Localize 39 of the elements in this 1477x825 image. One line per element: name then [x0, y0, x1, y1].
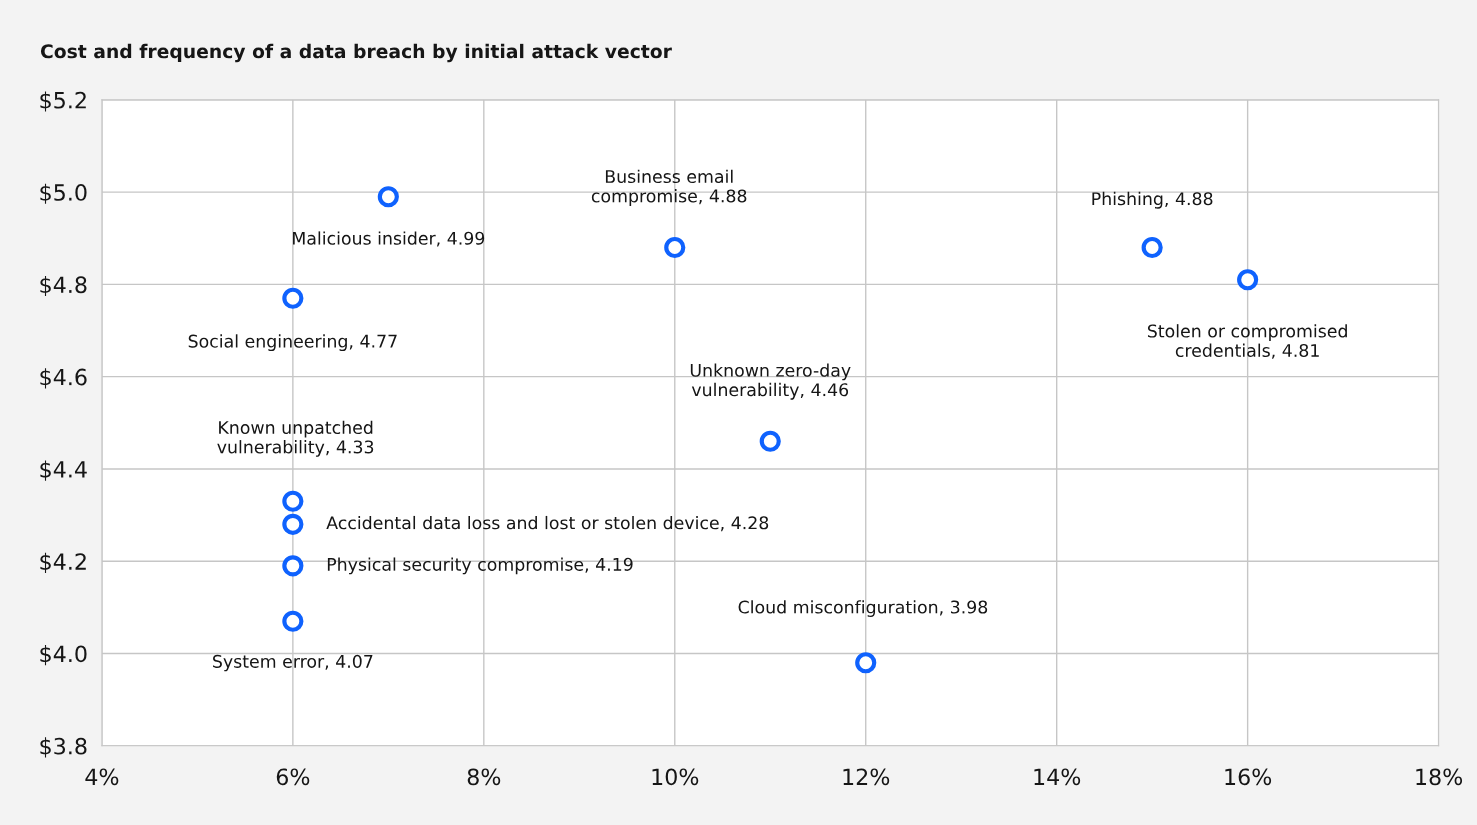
y-tick-label: $4.0 — [40, 645, 87, 666]
annotation: Malicious insider, 4.99 — [293, 231, 485, 247]
x-tick-label: 18% — [1416, 768, 1463, 786]
annotation: Accidental data loss and lost or stolen device, 4.28 — [326, 515, 769, 532]
annotation: Known unpatched vulnerability, 4.33 — [217, 420, 374, 457]
point — [855, 652, 877, 674]
annotation: Phishing, 4.88 — [1092, 191, 1213, 209]
x-tick-label: 14% — [1034, 768, 1081, 786]
annotation: Unknown zero-day vulnerability, 4.46 — [690, 363, 851, 400]
x-tick-label: 6% — [276, 768, 310, 786]
y-tick-label: $5.0 — [40, 183, 87, 204]
point — [759, 430, 781, 452]
x-tick-label: 8% — [467, 768, 501, 786]
x-tick-label: 16% — [1225, 768, 1272, 786]
y-tick-label: $4.8 — [40, 275, 87, 297]
annotation: Business email compromise, 4.88 — [591, 169, 747, 206]
y-tick-label: $4.4 — [40, 460, 87, 481]
point — [282, 490, 304, 512]
point — [282, 287, 304, 309]
annotation: Social engineering, 4.77 — [188, 334, 397, 352]
point — [282, 513, 304, 535]
x-tick-label: 4% — [85, 768, 119, 786]
annotation: Physical security compromise, 4.19 — [327, 557, 633, 575]
annotation: System error, 4.07 — [213, 654, 373, 672]
point — [664, 236, 686, 259]
point — [1237, 269, 1259, 291]
point — [282, 555, 304, 577]
y-tick-label: $3.8 — [40, 737, 87, 758]
point — [377, 186, 399, 208]
point — [1141, 236, 1163, 259]
annotation: Stolen or compromised credentials, 4.81 — [1147, 324, 1347, 359]
x-tick-label: 12% — [843, 768, 890, 786]
annotation: Cloud misconfiguration, 3.98 — [738, 600, 988, 617]
point — [282, 610, 304, 632]
y-tick-label: $4.6 — [40, 368, 87, 389]
y-tick-label: $4.2 — [40, 552, 86, 573]
y-tick-label: $5.2 — [40, 91, 86, 112]
chart-title: Cost and frequency of a data breach by initial attack vector — [40, 43, 672, 63]
x-tick-label: 10% — [652, 768, 699, 786]
